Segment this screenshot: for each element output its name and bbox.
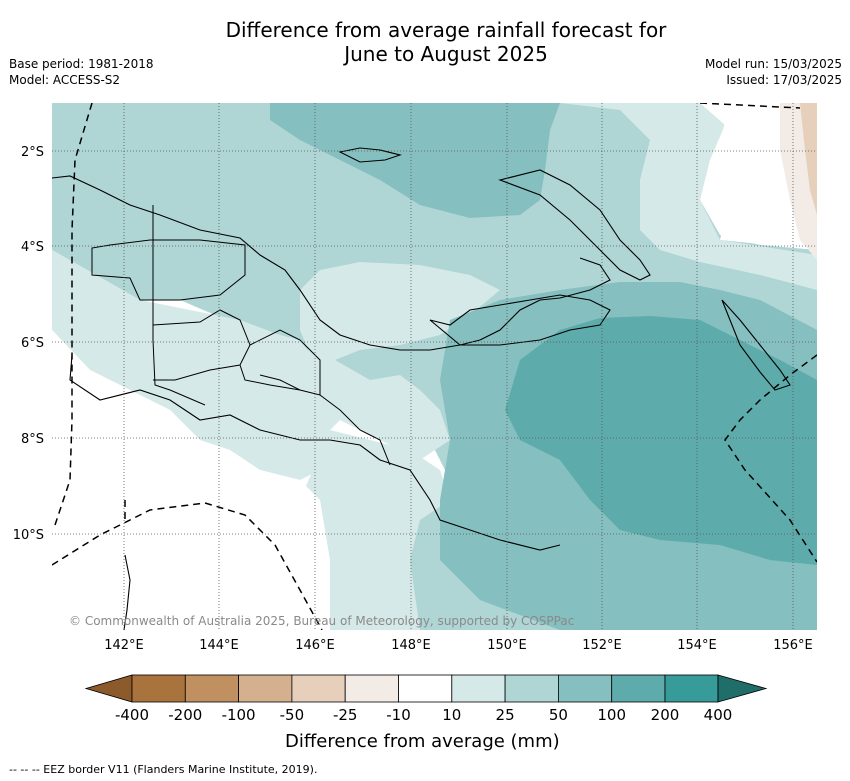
band-minus-50-25 <box>800 103 817 215</box>
eez-east <box>724 354 817 563</box>
eez-note: -- -- -- EEZ border V11 (Flanders Marine… <box>9 763 318 776</box>
model-name: Model: ACCESS-S2 <box>9 73 121 87</box>
coast-manus <box>338 147 402 163</box>
rainfall-map: 142°E 144°E 146°E 148°E 150°E 152°E 154°… <box>13 103 817 653</box>
band-50-100-north <box>270 103 560 218</box>
cb-seg <box>291 674 346 703</box>
cb-arrow-high <box>717 674 768 703</box>
border-png-indonesia <box>152 205 206 406</box>
lon-label: 144°E <box>199 638 239 653</box>
cb-seg <box>558 674 613 703</box>
meta-left: Base period: 1981-2018 Model: ACCESS-S2 <box>9 56 154 88</box>
lon-label: 154°E <box>677 638 717 653</box>
province-border-5 <box>239 364 301 391</box>
cb-label: -25 <box>333 706 358 724</box>
province-border-3 <box>249 329 321 396</box>
lat-label: 10°S <box>13 528 44 543</box>
province-border-4 <box>319 394 391 466</box>
issued-date: Issued: 17/03/2025 <box>726 73 842 87</box>
coast-bougainville <box>721 299 791 391</box>
coast-new-ireland <box>498 169 651 281</box>
cb-seg <box>664 674 719 703</box>
cb-arrow-low <box>84 674 133 703</box>
coast-new-guinea-south <box>69 354 561 551</box>
copyright-notice: © Commonwealth of Australia 2025, Bureau… <box>69 614 575 628</box>
eez-borders <box>52 103 817 630</box>
cb-seg <box>611 674 666 703</box>
cb-seg <box>131 674 186 703</box>
model-run: Model run: 15/03/2025 <box>704 57 842 71</box>
band-10-25-south <box>300 430 450 630</box>
rainfall-field <box>52 103 817 630</box>
cb-seg <box>451 674 506 703</box>
cb-label: 400 <box>704 706 733 724</box>
cb-label: -200 <box>168 706 202 724</box>
lon-label: 148°E <box>391 638 431 653</box>
coast-new-britain <box>429 294 611 346</box>
colorbar-title: Difference from average (mm) <box>285 731 560 752</box>
coastlines <box>52 147 791 630</box>
map-title: Difference from average rainfall forecas… <box>0 18 850 66</box>
colorbar-labels: -400 -200 -100 -50 -25 -10 10 25 50 100 … <box>115 706 732 724</box>
lon-label: 142°E <box>104 638 144 653</box>
gridlines <box>52 103 817 630</box>
cb-label: 25 <box>496 706 515 724</box>
cb-label: 200 <box>651 706 680 724</box>
lon-label: 146°E <box>295 638 335 653</box>
coast-new-guinea-north <box>52 175 481 351</box>
title-line-2: June to August 2025 <box>344 42 548 66</box>
cb-label: -100 <box>222 706 256 724</box>
cb-seg <box>238 674 293 703</box>
cb-seg <box>184 674 240 703</box>
cb-seg <box>398 674 453 703</box>
band-neutral-sw <box>52 330 330 630</box>
band-100-200-core <box>505 316 817 565</box>
title-line-1: Difference from average rainfall forecas… <box>225 18 667 42</box>
cb-label: 100 <box>597 706 626 724</box>
coast-south-australia <box>123 554 131 630</box>
meta-right: Model run: 15/03/2025 Issued: 17/03/2025 <box>705 56 842 88</box>
eez-north <box>699 103 801 109</box>
lon-label: 152°E <box>582 638 622 653</box>
lat-label: 4°S <box>21 240 44 255</box>
lon-label: 150°E <box>487 638 527 653</box>
lat-label: 6°S <box>21 336 44 351</box>
cb-label: 50 <box>549 706 568 724</box>
cb-seg <box>504 674 559 703</box>
coast-papua-tail <box>479 257 611 341</box>
colorbar-segments <box>84 674 768 703</box>
lat-labels: 2°S 4°S 6°S 8°S 10°S <box>13 145 44 543</box>
band-10-25-ne <box>560 103 817 290</box>
eez-south <box>52 502 323 630</box>
cb-label: 10 <box>442 706 461 724</box>
eez-west <box>54 103 93 526</box>
cb-seg <box>344 674 399 703</box>
lon-label: 156°E <box>773 638 813 653</box>
cb-label: -50 <box>280 706 305 724</box>
cb-label: -10 <box>386 706 411 724</box>
lat-label: 8°S <box>21 432 44 447</box>
band-10-25-west <box>52 250 350 480</box>
lon-labels: 142°E 144°E 146°E 148°E 150°E 152°E 154°… <box>104 638 813 653</box>
base-period: Base period: 1981-2018 <box>9 57 154 71</box>
band-10-25-central <box>300 262 500 460</box>
cb-label: -400 <box>115 706 149 724</box>
lat-label: 2°S <box>21 145 44 160</box>
